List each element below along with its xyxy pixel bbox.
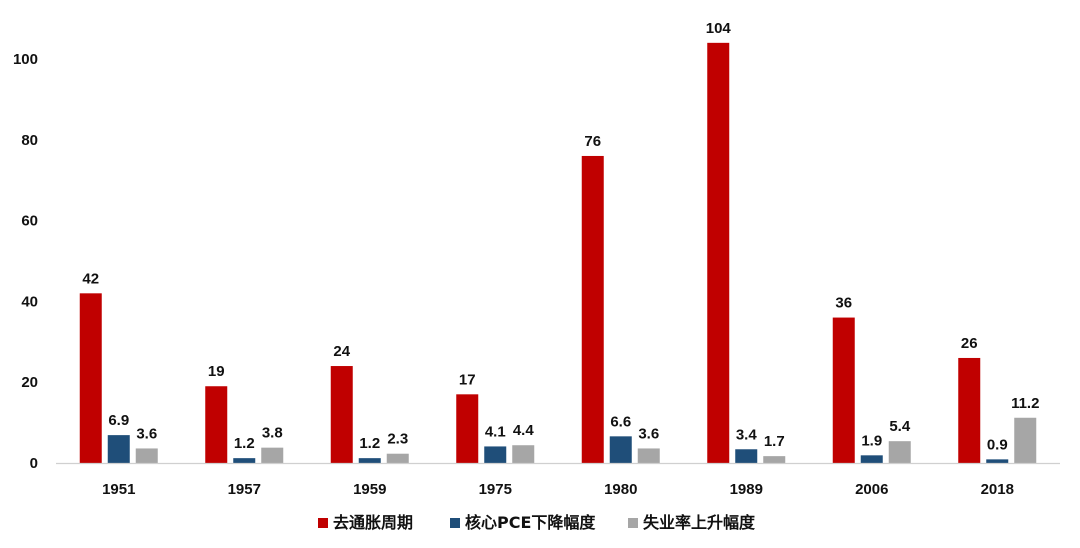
x-tick-label: 1951	[102, 481, 135, 498]
legend-item: 核心PCE下降幅度	[450, 513, 596, 532]
bar-1980-series-2	[609, 436, 632, 463]
legend-item: 去通胀周期	[318, 513, 413, 532]
data-label: 1.9	[861, 432, 882, 449]
bar-1975-series-1	[456, 394, 479, 463]
bar-1957-series-1	[205, 386, 228, 463]
data-label: 0.9	[987, 436, 1008, 453]
x-tick-label: 1957	[228, 481, 261, 498]
bar-1951-series-2	[107, 435, 130, 463]
x-tick-label: 1989	[730, 481, 763, 498]
data-labels-layer: 42 6.9 3.6 19 1.2 3.8 24 1.2 2.3 17 4.1 4.4 76 6.6 3.6…	[82, 20, 1039, 454]
bar-1957-series-3	[261, 447, 284, 463]
legend-swatch	[450, 518, 460, 528]
y-tick-label: 20	[21, 374, 38, 391]
data-label: 5.4	[889, 418, 911, 435]
data-label: 1.2	[359, 435, 380, 452]
data-label: 17	[459, 371, 476, 388]
bar-1989-series-3	[763, 456, 786, 463]
bar-2006-series-1	[832, 317, 855, 463]
bar-1951-series-1	[79, 293, 102, 463]
y-tick-label: 40	[21, 293, 38, 310]
bar-1980-series-1	[581, 155, 604, 463]
legend-label: 核心PCE下降幅度	[465, 513, 596, 532]
y-tick-label: 60	[21, 213, 38, 230]
legend-swatch	[318, 518, 328, 528]
y-tick-label: 100	[13, 51, 38, 68]
bar-2018-series-3	[1014, 417, 1037, 463]
data-label: 76	[584, 133, 601, 150]
bar-1989-series-1	[707, 42, 730, 464]
y-axis-ticks: 0 20 40 60 80 100	[13, 51, 38, 472]
bar-1957-series-2	[233, 458, 256, 463]
bar-2006-series-3	[888, 441, 911, 463]
bar-1959-series-1	[330, 366, 353, 463]
data-label: 3.6	[638, 425, 659, 442]
legend: 去通胀周期 核心PCE下降幅度 失业率上升幅度	[318, 513, 756, 532]
data-label: 2.3	[387, 431, 408, 448]
data-label: 104	[706, 20, 732, 37]
bar-2006-series-2	[860, 455, 883, 463]
data-label: 4.4	[513, 422, 535, 439]
data-label: 1.2	[234, 435, 255, 452]
bar-2018-series-2	[986, 459, 1009, 463]
x-axis-ticks: 1951 1957 1959 1975 1980 1989 2006 2018	[102, 481, 1014, 498]
data-label: 3.4	[736, 426, 758, 443]
y-tick-label: 80	[21, 132, 38, 149]
data-label: 4.1	[485, 423, 506, 440]
data-label: 11.2	[1011, 395, 1039, 412]
bar-1959-series-2	[358, 458, 381, 463]
x-tick-label: 2018	[981, 481, 1014, 498]
data-label: 42	[82, 270, 99, 287]
legend-label: 去通胀周期	[333, 513, 413, 532]
bar-1980-series-3	[637, 448, 660, 463]
x-tick-label: 1980	[604, 481, 637, 498]
data-label: 6.6	[610, 413, 631, 430]
bars-layer	[79, 42, 1037, 464]
data-label: 3.8	[262, 425, 283, 442]
bar-1951-series-3	[135, 448, 158, 463]
bar-1959-series-3	[386, 453, 409, 463]
x-tick-label: 2006	[855, 481, 888, 498]
data-label: 36	[835, 295, 852, 312]
legend-swatch	[628, 518, 638, 528]
bar-1975-series-2	[484, 446, 507, 463]
y-tick-label: 0	[30, 455, 38, 472]
data-label: 19	[208, 363, 225, 380]
legend-item: 失业率上升幅度	[628, 513, 756, 532]
data-label: 1.7	[764, 433, 785, 450]
data-label: 26	[961, 335, 978, 352]
bar-2018-series-1	[958, 357, 981, 463]
bar-1975-series-3	[512, 445, 535, 463]
bar-1989-series-2	[735, 449, 758, 463]
data-label: 6.9	[108, 412, 129, 429]
x-tick-label: 1975	[479, 481, 512, 498]
legend-label: 失业率上升幅度	[643, 513, 756, 532]
x-tick-label: 1959	[353, 481, 386, 498]
data-label: 3.6	[136, 425, 157, 442]
data-label: 24	[333, 343, 350, 360]
